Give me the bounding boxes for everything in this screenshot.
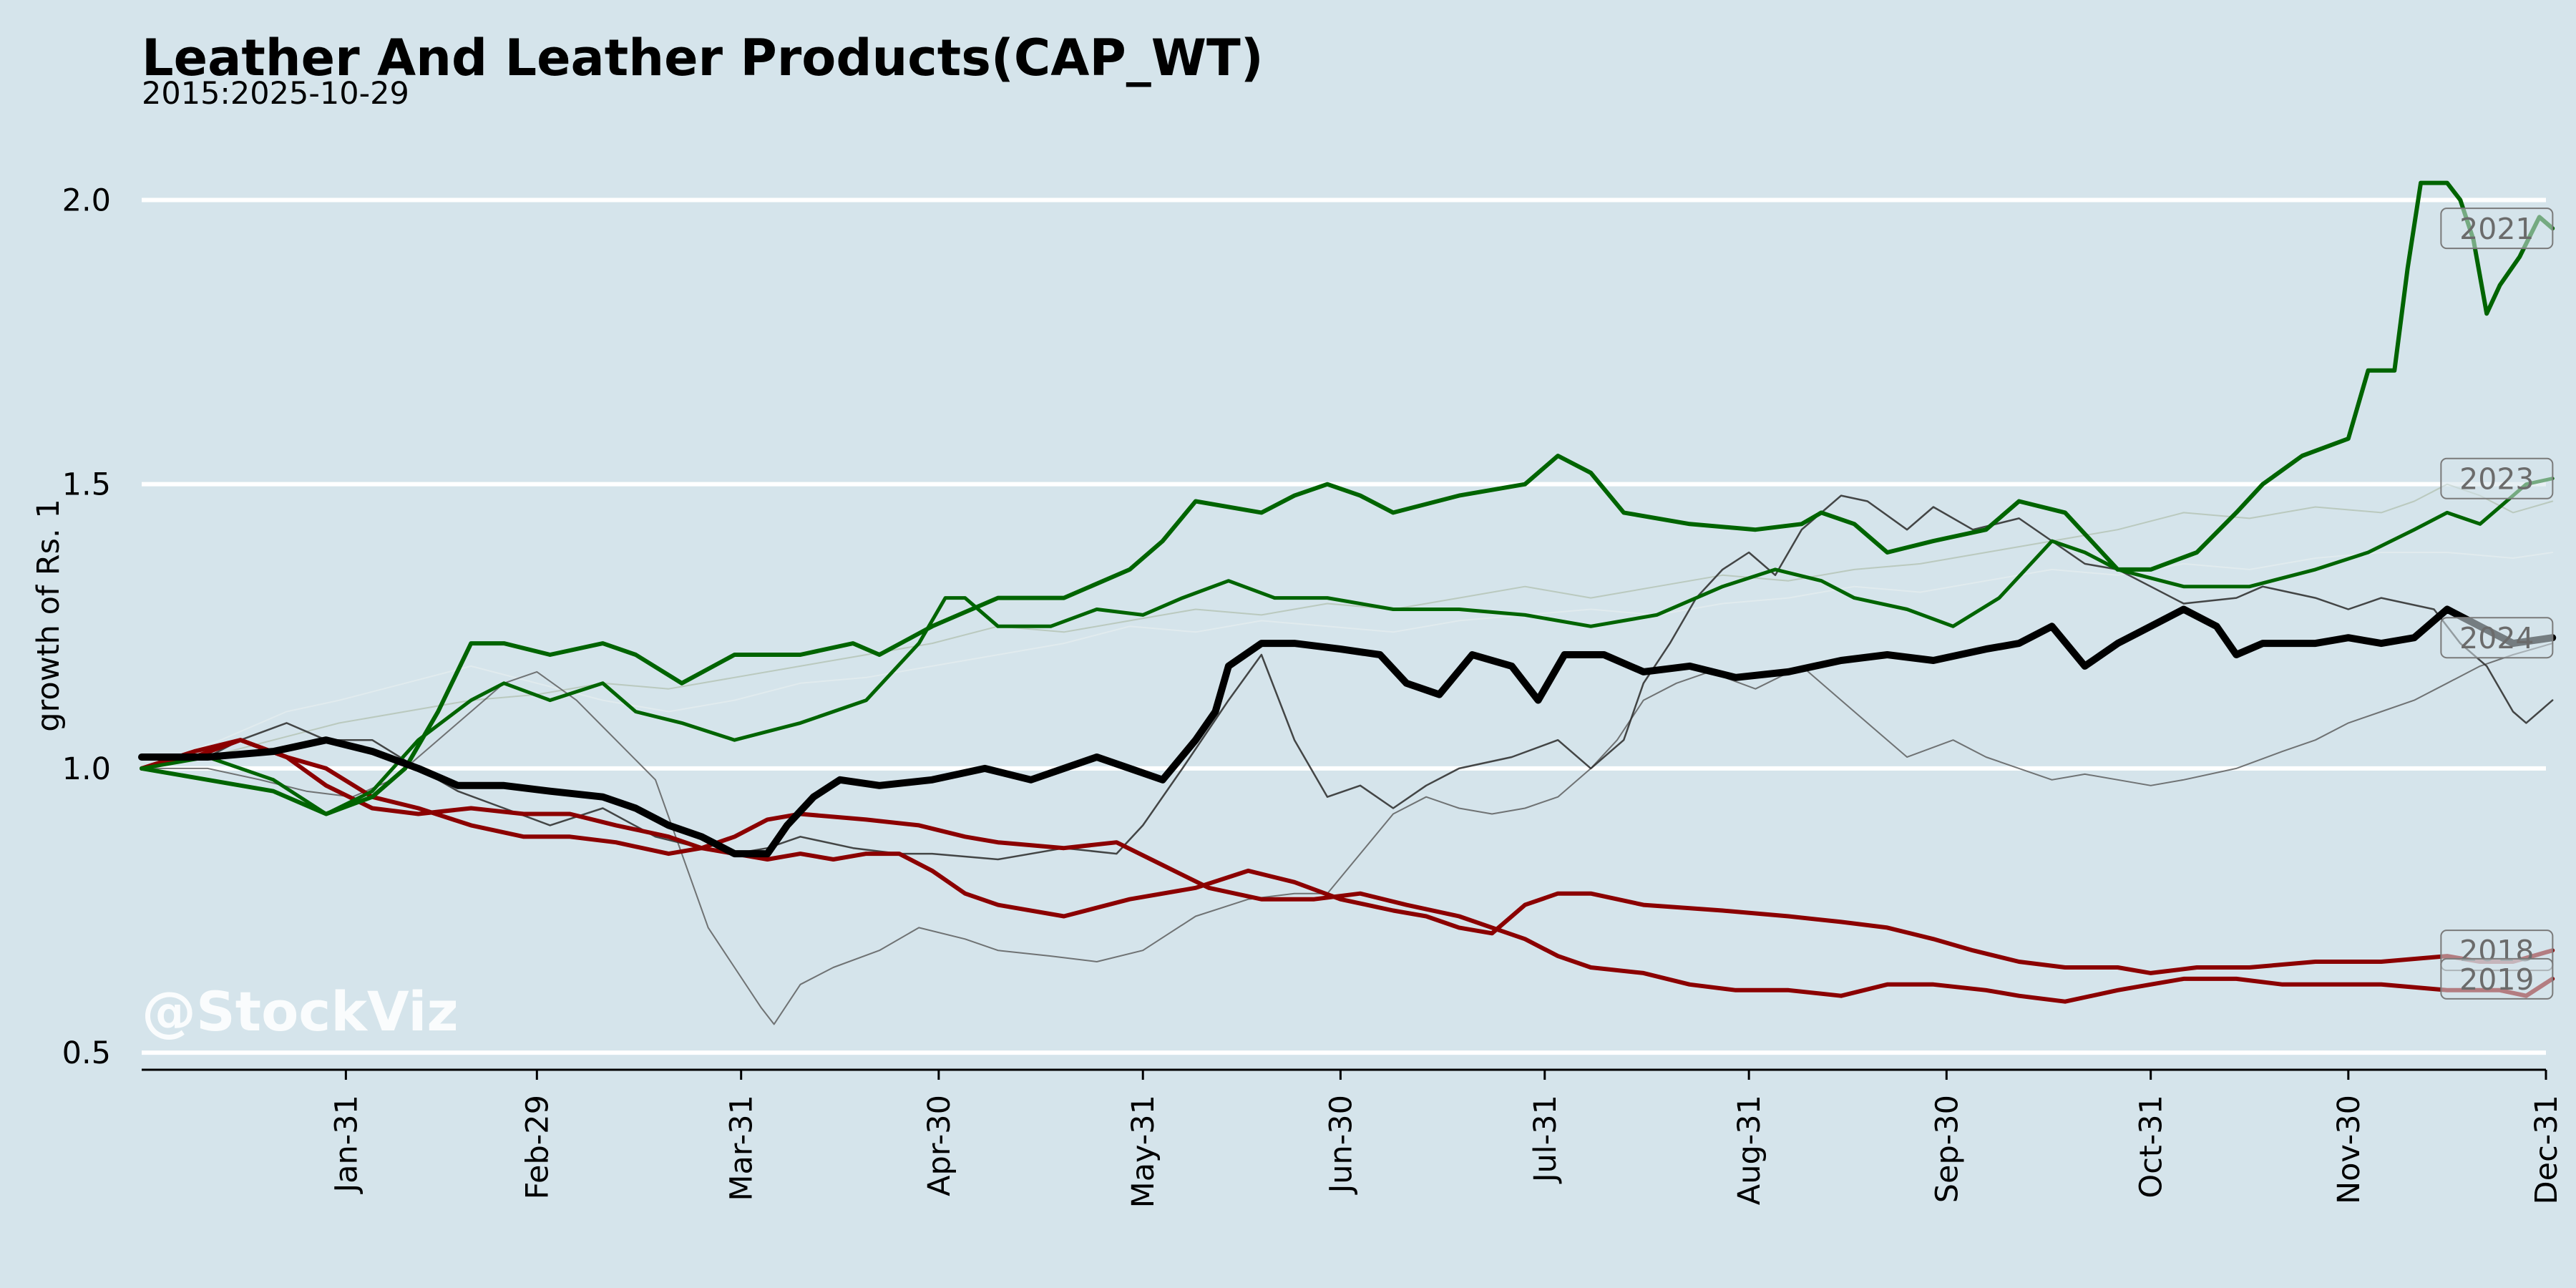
y-tick-label: 0.5 bbox=[62, 1035, 111, 1071]
y-tick-label: 1.5 bbox=[62, 467, 111, 503]
x-tick-label: Jul-31 bbox=[1528, 1095, 1563, 1184]
y-tick-label: 1.0 bbox=[62, 751, 111, 787]
series-label-text: 2019 bbox=[2459, 962, 2534, 997]
x-axis: Jan-31 Feb-29 Mar-31 Apr-30 May-31 Jun-30 Jul-… bbox=[142, 1068, 2565, 1208]
series-line bbox=[141, 483, 2554, 769]
series-line-2024 bbox=[138, 605, 2557, 858]
lines-layer bbox=[138, 180, 2557, 1025]
x-tick-label: Feb-29 bbox=[519, 1095, 555, 1199]
grid-layer: 0.5 1.0 1.5 2.0 bbox=[62, 182, 2546, 1071]
series-line bbox=[141, 643, 2554, 1025]
series-label-2024: 2024 bbox=[2440, 617, 2554, 659]
x-tick-label: May-31 bbox=[1126, 1095, 1161, 1208]
series-line-2019 bbox=[140, 738, 2555, 1004]
x-tick-label: Sep-30 bbox=[1929, 1095, 1965, 1203]
chart-title: Leather And Leather Products(CAP_WT) bbox=[142, 29, 1264, 87]
series-line-2018 bbox=[140, 738, 2555, 975]
x-tick-label: Aug-31 bbox=[1732, 1095, 1767, 1205]
series-line-2021 bbox=[140, 180, 2555, 816]
series-label-text: 2021 bbox=[2459, 212, 2534, 246]
x-tick-label: Jan-31 bbox=[328, 1095, 364, 1195]
series-line bbox=[141, 552, 2554, 769]
chart-subtitle: 2015:2025-10-29 bbox=[142, 76, 409, 112]
y-axis-label: growth of Rs. 1 bbox=[31, 499, 67, 731]
x-tick-label: Dec-31 bbox=[2529, 1095, 2565, 1204]
series-label-2023: 2023 bbox=[2440, 457, 2554, 499]
x-tick-label: Nov-30 bbox=[2331, 1095, 2367, 1204]
x-tick-label: Apr-30 bbox=[922, 1095, 957, 1196]
series-label-2019: 2019 bbox=[2440, 957, 2554, 1000]
x-tick-label: Oct-31 bbox=[2134, 1095, 2170, 1199]
y-tick-label: 2.0 bbox=[62, 182, 111, 218]
x-tick-label: Jun-30 bbox=[1323, 1095, 1359, 1195]
watermark: @StockViz bbox=[142, 980, 459, 1043]
series-label-2021: 2021 bbox=[2440, 208, 2554, 250]
series-line bbox=[140, 494, 2554, 861]
series-label-text: 2024 bbox=[2459, 621, 2534, 655]
series-line-2023 bbox=[140, 477, 2555, 816]
x-tick-label: Mar-31 bbox=[724, 1095, 760, 1201]
series-label-text: 2023 bbox=[2459, 462, 2534, 497]
